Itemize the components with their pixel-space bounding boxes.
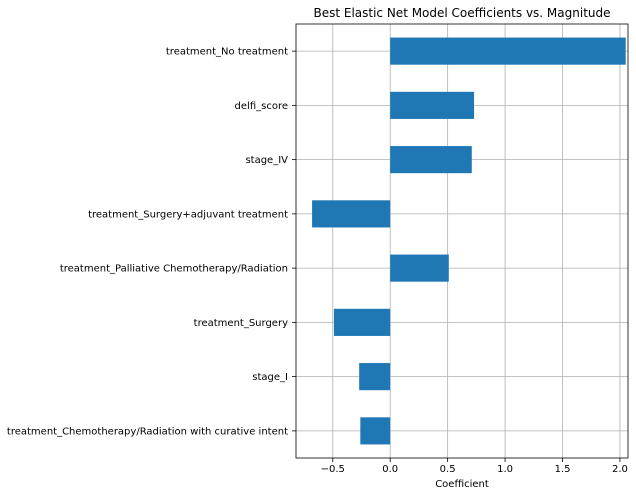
x-tick-label: 2.0 [612, 464, 628, 475]
bars [312, 37, 626, 445]
x-tick-label: 1.0 [497, 464, 513, 475]
x-tick-label: 0.0 [382, 464, 398, 475]
category-label: stage_I [252, 372, 288, 383]
bar [312, 200, 391, 228]
bar [390, 37, 626, 65]
category-label: treatment_Palliative Chemotherapy/Radiat… [60, 264, 288, 275]
grid [296, 24, 628, 458]
category-label: stage_IV [245, 155, 288, 166]
x-axis-ticks: −0.5 0.0 0.5 1.0 1.5 2.0 [321, 458, 628, 475]
bar [360, 417, 391, 445]
bar [359, 363, 391, 391]
bar [390, 254, 449, 282]
category-label: treatment_Chemotherapy/Radiation with cu… [7, 426, 288, 437]
category-label: treatment_Surgery+adjuvant treatment [88, 209, 288, 220]
plot-frame [295, 23, 629, 459]
category-label: delfi_score [235, 101, 288, 112]
bar [390, 91, 475, 119]
x-tick-label: 0.5 [440, 464, 456, 475]
chart-title: Best Elastic Net Model Coefficients vs. … [313, 6, 610, 20]
x-axis-label: Coefficient [435, 479, 489, 490]
category-label: treatment_No treatment [166, 47, 288, 58]
y-axis-ticks: treatment_No treatment delfi_score stage_I… [7, 47, 296, 437]
bar [390, 146, 472, 174]
bar [333, 308, 391, 336]
x-tick-label: 1.5 [555, 464, 571, 475]
x-tick-label: −0.5 [321, 464, 345, 475]
category-label: treatment_Surgery [194, 318, 288, 329]
